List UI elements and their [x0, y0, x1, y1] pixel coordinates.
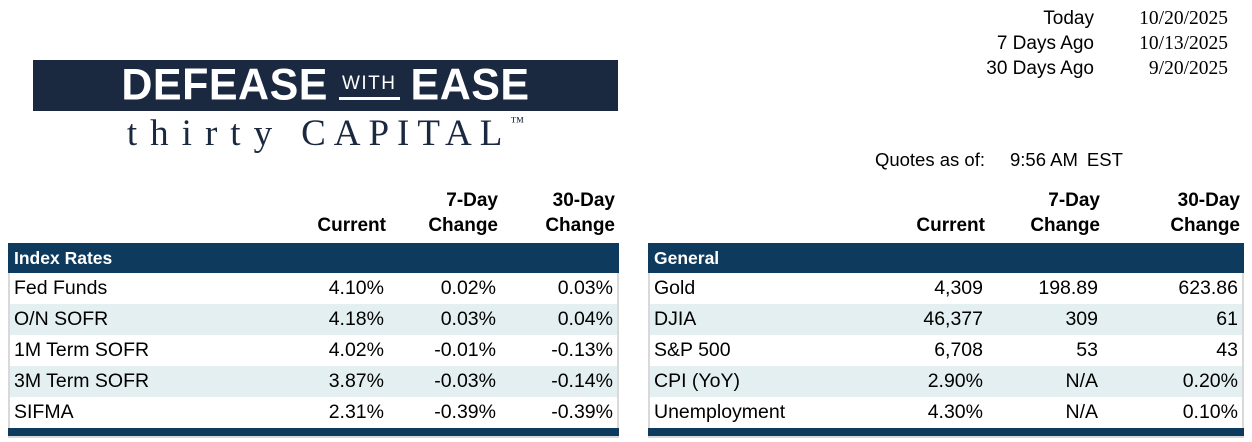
row-7day: 0.02%: [440, 277, 496, 299]
row-label: 1M Term SOFR: [14, 339, 150, 361]
quotes-timezone: EST: [1086, 149, 1123, 170]
table-row: Fed Funds 4.10% 0.02% 0.03%: [10, 273, 617, 304]
row-7day: -0.01%: [434, 339, 496, 361]
row-current: 3.87%: [328, 370, 384, 392]
row-label: CPI (YoY): [654, 370, 740, 392]
date-value: 9/20/2025: [1148, 58, 1228, 79]
row-30day: -0.13%: [551, 339, 613, 361]
quotes-time: 9:56 AM EST: [985, 148, 1244, 172]
col-header-current: Current: [916, 215, 985, 236]
column-headers: Current 7-Day Change 30-Day Change: [8, 182, 619, 243]
table-row: DJIA 46,377 309 61: [650, 304, 1242, 335]
table-row: CPI (YoY) 2.90% N/A 0.20%: [650, 366, 1242, 397]
table-row: Gold 4,309 198.89 623.86: [650, 273, 1242, 304]
table-row: 1M Term SOFR 4.02% -0.01% -0.13%: [10, 335, 617, 366]
row-7day: 309: [1065, 308, 1098, 330]
col-header-30day-change: 30-Day Change: [1170, 190, 1240, 236]
row-7day: -0.39%: [434, 401, 496, 423]
row-30day: 43: [1216, 339, 1238, 361]
date-value: 10/13/2025: [1139, 33, 1228, 54]
index-rates-body: Fed Funds 4.10% 0.02% 0.03% O/N SOFR 4.1…: [8, 273, 619, 428]
quotes-as-of-line: Quotes as of: 9:56 AM EST: [648, 148, 1244, 172]
row-label: Fed Funds: [14, 277, 108, 299]
row-30day: 0.20%: [1182, 370, 1238, 392]
date-reference-block: Today 10/20/2025 7 Days Ago 10/13/2025 3…: [986, 7, 1228, 81]
row-label: SIFMA: [14, 401, 74, 423]
row-current: 4.02%: [328, 339, 384, 361]
row-current: 6,708: [934, 339, 983, 361]
logo-box: DEFEASE WITH EASE: [33, 60, 618, 111]
next-section-bar-cutoff: [8, 428, 619, 438]
row-7day: N/A: [1065, 370, 1098, 392]
row-label: S&P 500: [654, 339, 731, 361]
col-header-current: Current: [317, 215, 386, 236]
logo-word-defease: DEFEASE: [121, 60, 328, 110]
logo-tagline-thirty: thirty: [126, 113, 286, 154]
row-current: 2.31%: [328, 401, 384, 423]
row-current: 46,377: [923, 308, 983, 330]
col-header-7day-change: 7-Day Change: [428, 190, 498, 236]
col-header-30day-change: 30-Day Change: [545, 190, 615, 236]
row-current: 2.90%: [927, 370, 983, 392]
row-30day: -0.39%: [551, 401, 613, 423]
row-30day: 623.86: [1178, 277, 1238, 299]
row-label: Unemployment: [654, 401, 786, 423]
logo-word-with: WITH: [338, 73, 400, 100]
row-current: 4.18%: [328, 308, 384, 330]
col-header-7day-change: 7-Day Change: [1030, 190, 1100, 236]
row-label: O/N SOFR: [14, 308, 109, 330]
row-7day: 53: [1076, 339, 1098, 361]
next-section-bar-cutoff: [648, 428, 1244, 438]
row-current: 4.30%: [927, 401, 983, 423]
row-label: DJIA: [654, 308, 697, 330]
row-7day: 198.89: [1038, 277, 1098, 299]
column-headers: Current 7-Day Change 30-Day Change: [648, 182, 1244, 243]
table-row: Unemployment 4.30% N/A 0.10%: [650, 397, 1242, 428]
logo-tagline-capital: CAPITAL: [301, 113, 511, 154]
table-row: S&P 500 6,708 53 43: [650, 335, 1242, 366]
date-label: Today: [1043, 8, 1094, 29]
index-rates-table: Current 7-Day Change 30-Day Change Index…: [8, 182, 619, 438]
row-30day: 0.03%: [557, 277, 613, 299]
quotes-time-value: 9:56 AM: [1010, 149, 1078, 170]
general-table: Current 7-Day Change 30-Day Change Gener…: [648, 182, 1244, 438]
trademark-symbol: ™: [510, 115, 525, 130]
date-label: 7 Days Ago: [996, 33, 1094, 54]
table-row: O/N SOFR 4.18% 0.03% 0.04%: [10, 304, 617, 335]
row-30day: 0.04%: [557, 308, 613, 330]
section-header-index-rates: Index Rates: [8, 243, 619, 273]
date-label: 30 Days Ago: [986, 58, 1094, 79]
general-body: Gold 4,309 198.89 623.86 DJIA 46,377 309…: [648, 273, 1244, 428]
date-value: 10/20/2025: [1139, 8, 1228, 29]
row-7day: -0.03%: [434, 370, 496, 392]
logo-tagline: thirty CAPITAL ™: [33, 112, 618, 152]
table-row: SIFMA 2.31% -0.39% -0.39%: [10, 397, 617, 428]
section-header-general: General: [648, 243, 1244, 273]
logo-word-ease: EASE: [410, 60, 530, 110]
row-7day: 0.03%: [440, 308, 496, 330]
table-row: 3M Term SOFR 3.87% -0.03% -0.14%: [10, 366, 617, 397]
quotes-as-of-label: Quotes as of:: [874, 149, 985, 170]
row-30day: 0.10%: [1182, 401, 1238, 423]
row-30day: 61: [1216, 308, 1238, 330]
row-current: 4.10%: [328, 277, 384, 299]
row-label: 3M Term SOFR: [14, 370, 150, 392]
logo: DEFEASE WITH EASE thirty CAPITAL ™: [33, 60, 618, 152]
row-30day: -0.14%: [551, 370, 613, 392]
row-label: Gold: [654, 277, 696, 299]
row-current: 4,309: [934, 277, 983, 299]
row-7day: N/A: [1065, 401, 1098, 423]
